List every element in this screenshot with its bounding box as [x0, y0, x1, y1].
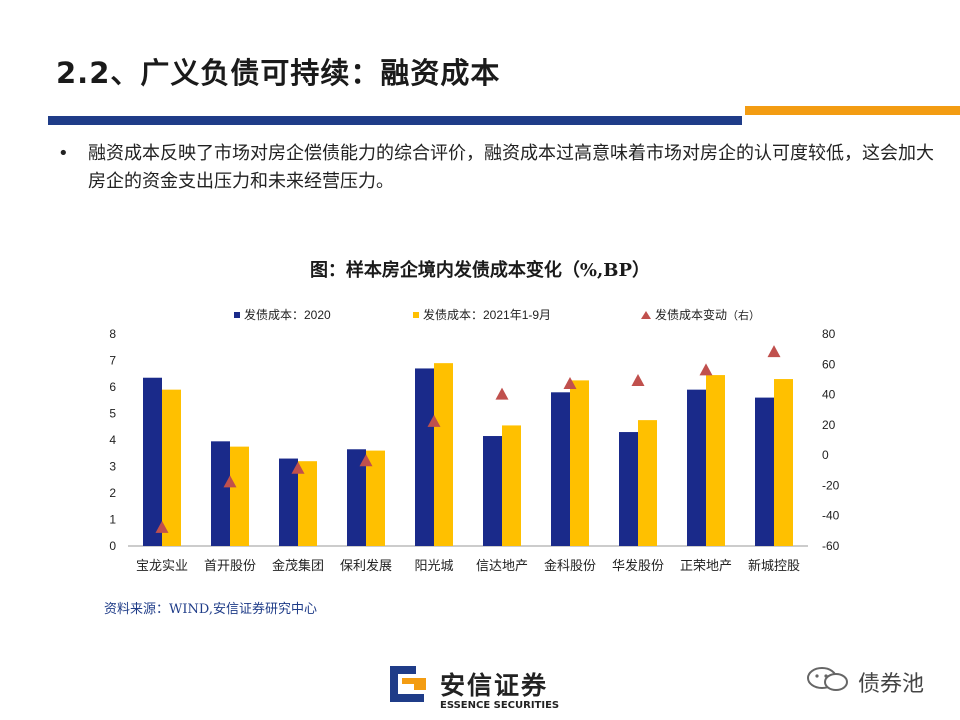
- y-right-tick-label: 60: [822, 357, 836, 371]
- source-note: 资料来源：WIND,安信证券研究中心: [104, 602, 317, 617]
- y-right-tick-label: 80: [822, 327, 836, 341]
- legend-label-change-axis-note: （右）: [727, 308, 760, 322]
- title-underline-blue: [48, 116, 742, 125]
- bar-2021: [162, 389, 181, 546]
- change-marker: [767, 345, 781, 358]
- change-marker: [495, 387, 509, 400]
- change-marker: [359, 454, 373, 467]
- y-left-tick-label: 4: [109, 433, 116, 447]
- change-marker: [427, 414, 441, 427]
- bullet-dot: •: [58, 143, 69, 164]
- bar-2020: [143, 377, 162, 546]
- bar-2021: [706, 375, 725, 546]
- bar-2020: [551, 392, 570, 546]
- logo-name-cn: 安信证券: [440, 671, 549, 700]
- y-left-tick-label: 6: [109, 380, 116, 394]
- change-marker: [291, 461, 305, 474]
- bar-2020: [687, 389, 706, 546]
- change-marker: [155, 520, 169, 533]
- legend-label-2020: 发债成本：2020: [244, 307, 331, 322]
- title-underline-orange: [745, 106, 960, 115]
- bar-2020: [211, 441, 230, 546]
- bar-2021: [230, 446, 249, 546]
- company-logo: 安信证券 ESSENCE SECURITIES: [388, 664, 568, 716]
- bar-2021: [570, 380, 589, 546]
- legend-label-change: 发债成本变动（右）: [655, 307, 760, 322]
- bar-2021: [434, 363, 453, 546]
- logo-name-en: ESSENCE SECURITIES: [440, 700, 560, 711]
- page-title: 2.2、广义负债可持续：融资成本: [56, 56, 501, 90]
- y-left-tick-label: 7: [109, 354, 116, 368]
- y-left-tick-label: 1: [109, 513, 116, 527]
- change-marker: [631, 373, 645, 386]
- y-right-tick-label: 20: [822, 418, 836, 432]
- bar-2020: [619, 432, 638, 546]
- legend-swatch-2021: [413, 312, 419, 318]
- bar-2021: [774, 379, 793, 546]
- watermark-text: 债券池: [858, 672, 925, 697]
- y-left-tick-label: 5: [109, 407, 116, 421]
- x-tick-label: 新城控股: [748, 558, 800, 573]
- legend-label-2021: 发债成本：2021年1-9月: [423, 307, 551, 322]
- y-right-tick-label: -60: [822, 539, 840, 553]
- y-left-tick-label: 3: [109, 460, 116, 474]
- change-marker: [563, 376, 577, 389]
- wechat-icon: [807, 667, 848, 691]
- bar-2020: [755, 397, 774, 546]
- x-tick-label: 正荣地产: [680, 558, 732, 573]
- bar-2020: [483, 436, 502, 546]
- y-right-tick-label: 0: [822, 448, 829, 462]
- change-marker: [223, 475, 237, 488]
- chart-title: 图：样本房企境内发债成本变化（%,BP）: [309, 260, 651, 281]
- x-tick-label: 金茂集团: [272, 558, 324, 573]
- bar-2020: [415, 368, 434, 546]
- y-left-tick-label: 0: [109, 539, 116, 553]
- x-tick-label: 宝龙实业: [136, 558, 188, 573]
- y-right-tick-label: -20: [822, 478, 840, 492]
- x-tick-label: 保利发展: [340, 558, 392, 573]
- y-right-tick-label: 40: [822, 388, 836, 402]
- legend-marker-change: [641, 311, 651, 319]
- x-tick-label: 金科股份: [544, 558, 596, 573]
- bond-cost-chart: 0 1 2 3 4 5 6 7 8 -60 -40 -20 0 20 40 60 80 宝龙实业 首开股份 金茂集团 保…: [109, 307, 840, 573]
- bar-2020: [347, 449, 366, 546]
- x-tick-label: 华发股份: [612, 558, 664, 573]
- y-right-tick-label: -40: [822, 509, 840, 523]
- watermark: 债券池: [806, 664, 956, 697]
- bullet-text: 融资成本反映了市场对房企偿债能力的综合评价，融资成本过高意味着市场对房企的认可度…: [88, 143, 934, 192]
- x-tick-label: 首开股份: [204, 558, 256, 573]
- bar-2021: [638, 420, 657, 546]
- y-left-tick-label: 8: [109, 327, 116, 341]
- x-tick-label: 信达地产: [476, 558, 528, 573]
- bar-2021: [366, 450, 385, 546]
- bar-2021: [298, 461, 317, 546]
- bar-2021: [502, 425, 521, 546]
- legend-swatch-2020: [234, 312, 240, 318]
- logo-mark-icon: [390, 666, 426, 702]
- y-left-tick-label: 2: [109, 486, 116, 500]
- bullet-paragraph: • 融资成本反映了市场对房企偿债能力的综合评价，融资成本过高意味着市场对房企的认…: [58, 140, 948, 196]
- x-tick-label: 阳光城: [414, 558, 453, 573]
- bar-2020: [279, 458, 298, 546]
- change-marker: [699, 363, 713, 376]
